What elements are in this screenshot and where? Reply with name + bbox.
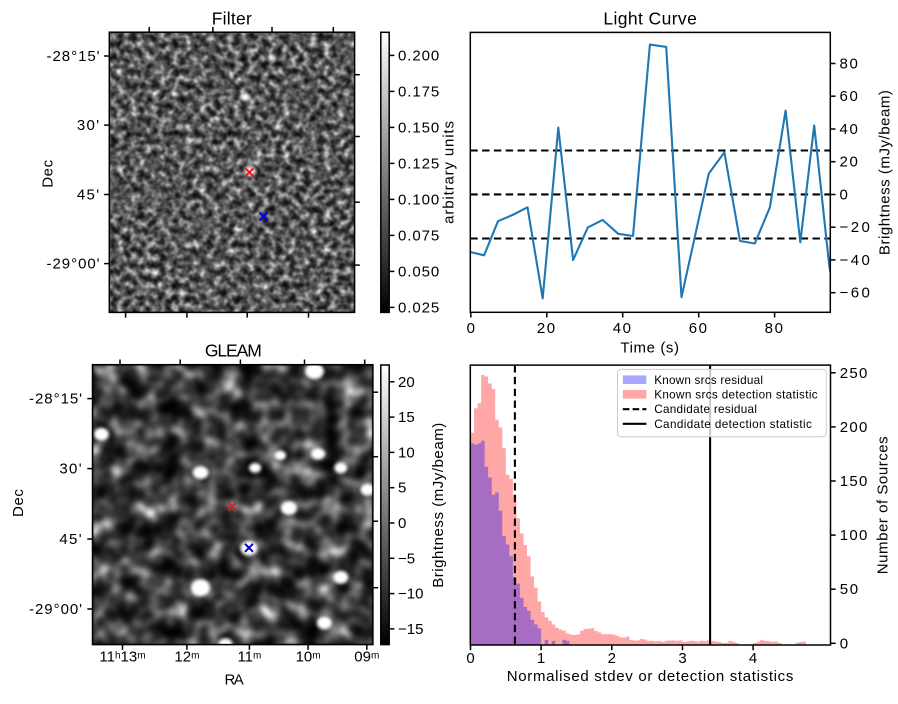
svg-text:30': 30' [77, 117, 101, 134]
svg-text:Dec: Dec [10, 488, 27, 516]
svg-text:−15: −15 [398, 621, 423, 638]
svg-text:11m: 11m [237, 649, 261, 666]
svg-text:45': 45' [77, 187, 101, 204]
svg-text:−10: −10 [398, 586, 423, 603]
svg-text:80: 80 [765, 320, 785, 337]
svg-text:Known srcs detection statistic: Known srcs detection statistic [654, 389, 818, 402]
svg-text:250: 250 [840, 365, 869, 382]
svg-text:200: 200 [840, 419, 869, 436]
svg-text:0: 0 [840, 635, 848, 652]
svg-text:0.175: 0.175 [398, 83, 440, 100]
svg-text:0.025: 0.025 [398, 299, 440, 316]
svg-text:100: 100 [840, 527, 869, 544]
svg-text:150: 150 [840, 473, 869, 490]
svg-text:0: 0 [466, 650, 474, 667]
svg-text:11h13m: 11h13m [99, 649, 145, 666]
svg-text:Brightness (mJy/beam): Brightness (mJy/beam) [877, 90, 894, 256]
svg-text:20: 20 [398, 374, 415, 391]
svg-text:20: 20 [840, 154, 860, 171]
svg-text:-28°15': -28°15' [29, 391, 83, 408]
svg-text:0.200: 0.200 [398, 47, 440, 64]
svg-text:Dec: Dec [40, 159, 57, 187]
svg-text:0.150: 0.150 [398, 119, 440, 136]
svg-text:5: 5 [398, 480, 406, 497]
svg-text:3: 3 [678, 650, 686, 667]
svg-text:0.050: 0.050 [398, 263, 440, 280]
svg-text:-29°00': -29°00' [47, 256, 101, 273]
svg-text:60: 60 [840, 88, 860, 105]
svg-text:0.075: 0.075 [398, 227, 440, 244]
svg-text:4: 4 [749, 650, 757, 667]
svg-text:−5: −5 [398, 550, 415, 567]
svg-text:Candidate residual: Candidate residual [654, 403, 757, 416]
svg-text:0.125: 0.125 [398, 155, 440, 172]
svg-text:0: 0 [840, 187, 848, 204]
svg-text:09m: 09m [354, 649, 379, 666]
svg-text:15: 15 [398, 409, 415, 426]
svg-text:Number of Sources: Number of Sources [874, 436, 891, 574]
svg-text:0: 0 [398, 515, 406, 532]
svg-text:80: 80 [840, 56, 860, 73]
svg-text:GLEAM: GLEAM [205, 341, 261, 361]
svg-text:−20: −20 [840, 219, 873, 236]
svg-text:45': 45' [59, 531, 83, 548]
svg-text:-29°00': -29°00' [29, 601, 83, 618]
svg-text:-28°15': -28°15' [47, 48, 101, 65]
svg-text:Candidate detection statistic: Candidate detection statistic [654, 418, 812, 431]
svg-text:40: 40 [840, 121, 860, 138]
svg-text:40: 40 [613, 320, 633, 337]
svg-text:Filter: Filter [212, 8, 252, 28]
svg-text:10m: 10m [296, 649, 321, 666]
svg-text:30': 30' [59, 461, 83, 478]
svg-text:10: 10 [398, 444, 415, 461]
svg-text:Brightness (mJy/beam): Brightness (mJy/beam) [430, 422, 447, 588]
svg-text:2: 2 [608, 650, 616, 667]
svg-text:0: 0 [467, 320, 475, 337]
svg-text:Time (s): Time (s) [620, 340, 679, 357]
svg-text:1: 1 [537, 650, 545, 667]
svg-text:50: 50 [840, 581, 860, 598]
svg-text:Light Curve: Light Curve [603, 8, 697, 28]
svg-text:Known srcs residual: Known srcs residual [654, 374, 763, 387]
svg-text:20: 20 [537, 320, 557, 337]
svg-text:Normalised stdev or detection: Normalised stdev or detection statistics [507, 668, 794, 685]
svg-text:12m: 12m [174, 649, 199, 666]
svg-text:0.100: 0.100 [398, 191, 440, 208]
svg-text:RA: RA [224, 671, 243, 688]
svg-text:60: 60 [689, 320, 709, 337]
svg-text:−60: −60 [840, 285, 873, 302]
svg-text:arbitrary units: arbitrary units [441, 120, 458, 224]
svg-text:−40: −40 [840, 252, 873, 269]
